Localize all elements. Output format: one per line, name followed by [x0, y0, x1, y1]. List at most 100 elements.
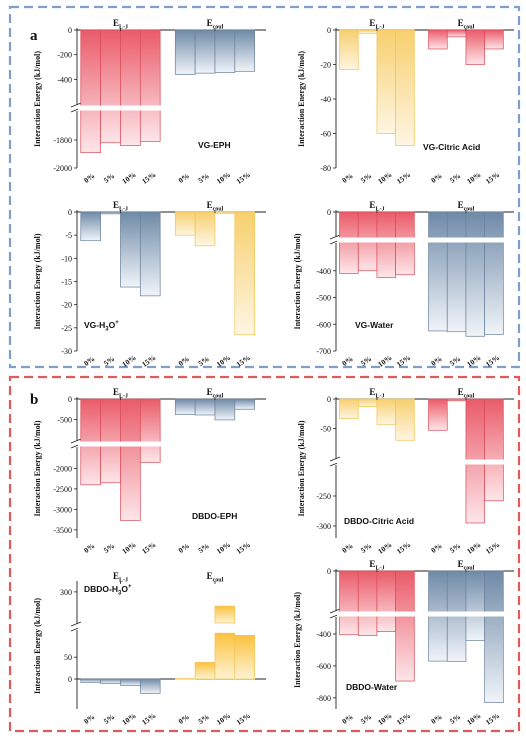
y-tick-label: 0: [68, 395, 72, 404]
bar: [174, 398, 196, 415]
category-label: 15%: [140, 170, 157, 186]
chart-8: 0 -400 -600 -800 Interaction Energy (kJ/mol)…: [293, 559, 515, 727]
group-label: Ecoul: [207, 571, 224, 584]
group-label: EL-J: [369, 559, 384, 572]
y-tick-label: -50: [320, 425, 331, 434]
y-tick-label: -15: [61, 278, 72, 287]
chart-title: DBDO-H3O+: [84, 584, 132, 597]
y-axis-label: Interaction Energy (kJ/mol): [293, 233, 302, 329]
bar: [234, 635, 256, 680]
bar: [100, 678, 121, 684]
bar: [465, 570, 485, 641]
category-label: 5%: [102, 171, 116, 185]
bar-break-band: [78, 441, 267, 447]
category-label: 15%: [484, 540, 501, 556]
y-tick-label: 0: [327, 208, 331, 217]
y-tick-label: -10: [61, 254, 72, 263]
category-label: 15%: [235, 170, 252, 186]
y-tick-label: -400: [316, 267, 331, 276]
chart-2: 0 -20 -40 -60 -80 Interaction Energy (kJ/mol)…: [297, 18, 514, 186]
bar: [484, 570, 504, 703]
bar-break-band: [337, 237, 515, 243]
axis-break-gap: [330, 459, 342, 465]
y-tick-label: 0: [68, 208, 72, 217]
group-label: EL-J: [113, 200, 128, 213]
category-label: 15%: [140, 540, 157, 556]
y-tick-label: 0: [327, 567, 331, 576]
series-lj: [80, 29, 161, 153]
category-label: 0%: [177, 541, 191, 555]
y-axis-label: Interaction Energy (kJ/mol): [293, 592, 302, 688]
category-label: 5%: [196, 171, 210, 185]
y-tick-label: -2000: [53, 164, 72, 173]
series-lj: [80, 398, 161, 521]
bar-upper: [214, 605, 236, 624]
category-label: 10%: [465, 540, 482, 556]
bar: [234, 211, 256, 336]
bar: [339, 398, 359, 419]
chart-3: 0 -5 -10 -15 -20 -25 -30 Interaction Energy (kJ…: [33, 200, 266, 369]
y-tick-label: 300: [60, 588, 72, 597]
bar: [357, 398, 378, 408]
axis-break-gap: [71, 624, 83, 630]
axis-break-gap: [330, 611, 342, 617]
series-lj: [339, 211, 415, 278]
bar: [376, 29, 396, 134]
bar: [139, 29, 161, 142]
chart-5: 0 -500 -2000 -2500 -3000 -3500 Interaction Ene…: [33, 387, 267, 556]
bar: [428, 211, 448, 332]
bar: [484, 29, 504, 50]
category-label: 5%: [448, 354, 462, 368]
y-tick-label: -600: [316, 662, 331, 671]
category-label: 15%: [395, 540, 412, 556]
category-label: 10%: [376, 540, 393, 556]
category-label: 0%: [340, 171, 354, 185]
section-b-frame: [8, 375, 521, 733]
category-label: 0%: [340, 712, 354, 726]
category-label: 5%: [196, 541, 210, 555]
bar: [484, 398, 504, 502]
bar: [194, 662, 216, 680]
category-label: 15%: [395, 711, 412, 727]
bar: [120, 211, 141, 288]
y-tick-label: -3000: [53, 505, 72, 514]
bar: [80, 211, 101, 242]
series-lj: [80, 678, 161, 694]
bar: [120, 398, 141, 521]
y-tick-label: -60: [320, 130, 331, 139]
bar: [339, 29, 359, 71]
chart-title: DBDO-Citric Acid: [344, 516, 414, 526]
y-tick-label: 0: [68, 675, 72, 684]
bar: [214, 632, 236, 680]
category-label: 10%: [376, 711, 393, 727]
bar: [174, 211, 196, 236]
bar: [234, 29, 256, 72]
category-label: 0%: [429, 171, 443, 185]
bar: [174, 678, 196, 680]
bar: [357, 570, 378, 636]
group-label: Ecoul: [458, 200, 475, 213]
bar: [80, 29, 101, 153]
category-label: 10%: [120, 711, 137, 727]
bar-break-band: [337, 459, 515, 465]
bar: [120, 678, 141, 686]
y-tick-label: -25: [61, 324, 72, 333]
bar: [339, 570, 359, 636]
bar: [376, 570, 396, 632]
bar: [428, 29, 448, 50]
section-b-label: b: [30, 392, 38, 408]
category-label: 10%: [215, 540, 232, 556]
axis-break-gap: [330, 237, 342, 243]
axis-break-gap: [71, 105, 83, 111]
y-tick-label: 50: [64, 653, 72, 662]
y-axis-label: Interaction Energy (kJ/mol): [33, 233, 42, 329]
y-tick-label: 0: [327, 26, 331, 35]
bar: [446, 29, 467, 38]
chart-title: VG-Water: [355, 320, 394, 330]
y-tick-label: -5: [65, 231, 72, 240]
bar: [465, 211, 485, 337]
category-label: 5%: [196, 712, 210, 726]
group-label: Ecoul: [458, 387, 475, 400]
bar: [214, 398, 236, 421]
